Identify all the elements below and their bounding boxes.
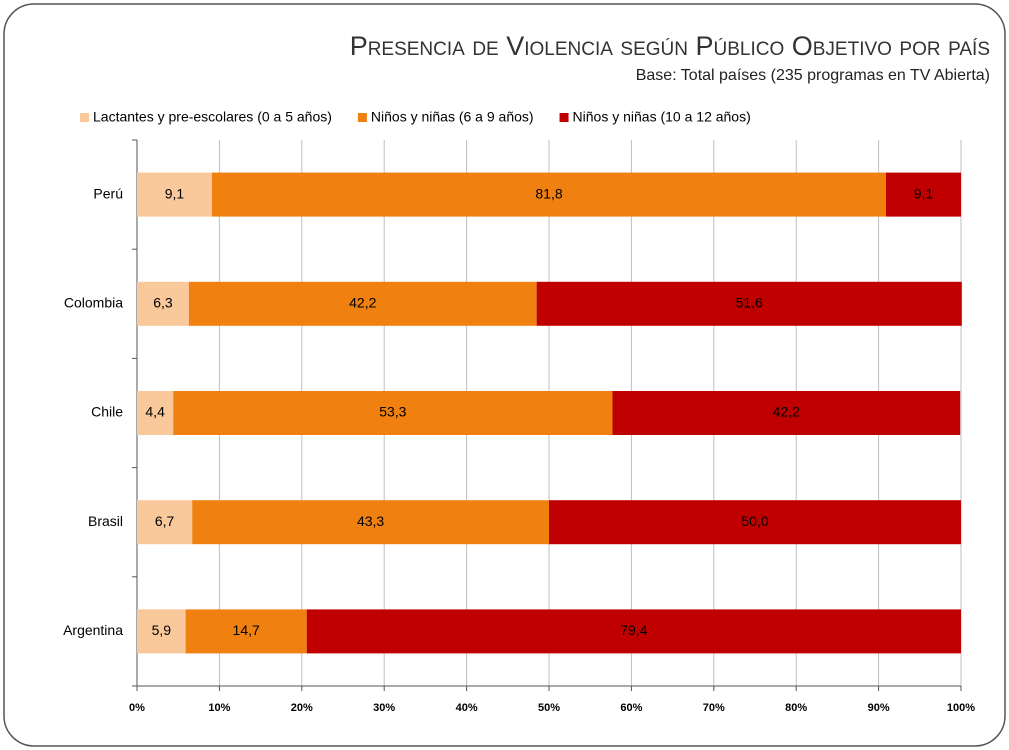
chart-subtitle: Base: Total países (235 programas en TV … bbox=[636, 67, 990, 84]
y-tick-label: Brasil bbox=[88, 513, 123, 529]
x-tick-label: 30% bbox=[373, 702, 395, 714]
bar-segment bbox=[185, 609, 307, 654]
bar-segment bbox=[188, 281, 537, 326]
data-label: 53,3 bbox=[379, 404, 406, 420]
bar-segment bbox=[137, 391, 174, 435]
bar-segment bbox=[137, 500, 193, 545]
legend-label: Niños y niñas (10 a 12 años) bbox=[573, 109, 751, 125]
y-tick-label: Chile bbox=[91, 404, 123, 420]
data-label: 9,1 bbox=[165, 185, 185, 201]
x-tick-label: 20% bbox=[291, 702, 313, 714]
y-tick-label: Argentina bbox=[63, 622, 123, 638]
y-tick-label: Perú bbox=[93, 185, 123, 201]
data-label: 51,6 bbox=[736, 295, 763, 311]
legend-swatch bbox=[559, 113, 569, 122]
x-tick-label: 10% bbox=[208, 702, 230, 714]
data-label: 14,7 bbox=[233, 622, 260, 638]
data-label: 50,0 bbox=[741, 513, 768, 529]
data-label: 6,3 bbox=[153, 295, 173, 311]
data-label: 4,4 bbox=[145, 404, 165, 420]
data-label: 6,7 bbox=[155, 513, 175, 529]
x-tick-label: 90% bbox=[868, 702, 890, 714]
data-label: 5,9 bbox=[152, 622, 172, 638]
data-label: 43,3 bbox=[357, 513, 384, 529]
data-label: 81,8 bbox=[535, 185, 562, 201]
x-tick-label: 100% bbox=[947, 702, 975, 714]
x-tick-label: 80% bbox=[785, 702, 807, 714]
data-label: 79,4 bbox=[620, 622, 647, 638]
data-label: 9,1 bbox=[914, 185, 934, 201]
x-tick-label: 50% bbox=[538, 702, 560, 714]
bar-segment bbox=[137, 609, 186, 654]
chart-title: Presencia de Violencia según Público Obj… bbox=[350, 31, 990, 61]
x-tick-label: 40% bbox=[456, 702, 478, 714]
bar-segment bbox=[192, 500, 549, 545]
bar-segment bbox=[549, 500, 961, 545]
x-tick-label: 60% bbox=[620, 702, 642, 714]
data-label: 42,2 bbox=[773, 404, 800, 420]
bar-segment bbox=[612, 391, 961, 435]
bar-segment bbox=[886, 172, 961, 217]
data-label: 42,2 bbox=[349, 295, 376, 311]
bar-segment bbox=[211, 172, 887, 217]
bar-segment bbox=[536, 281, 962, 326]
x-tick-label: 70% bbox=[703, 702, 725, 714]
bar-segment bbox=[137, 172, 212, 217]
legend-swatch bbox=[357, 113, 367, 122]
legend-swatch bbox=[80, 113, 89, 122]
bar-segment bbox=[137, 281, 189, 326]
bar-segment bbox=[173, 391, 613, 435]
legend-label: Lactantes y pre-escolares (0 a 5 años) bbox=[93, 109, 332, 125]
y-tick-label: Colombia bbox=[64, 295, 123, 311]
bar-segment bbox=[306, 609, 961, 654]
legend-label: Niños y niñas (6 a 9 años) bbox=[371, 109, 534, 125]
x-tick-label: 0% bbox=[129, 702, 145, 714]
